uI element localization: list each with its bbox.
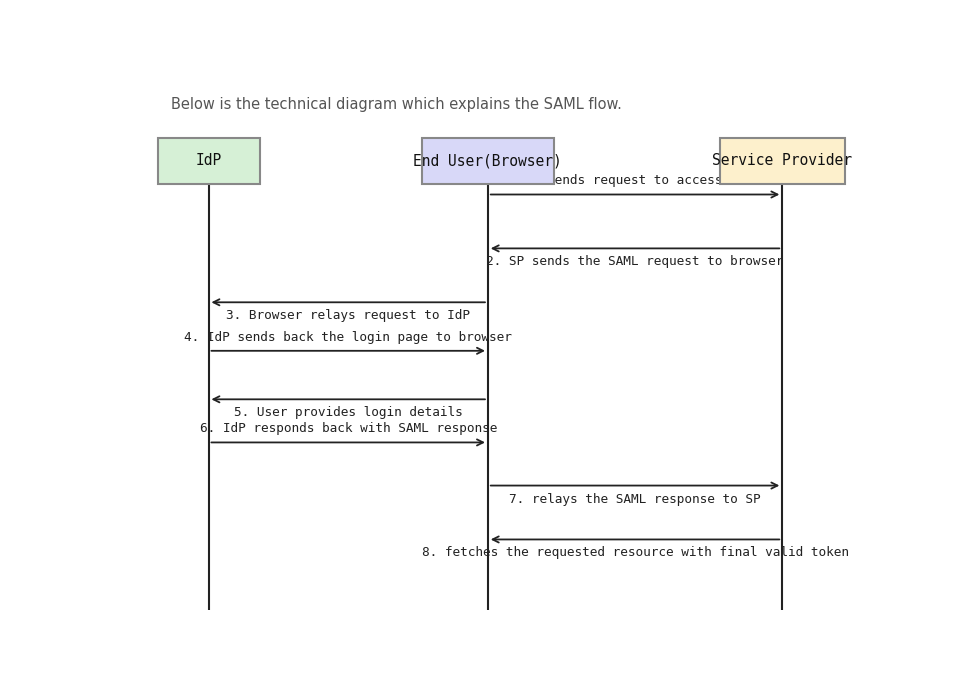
- Text: 3. Browser relays request to IdP: 3. Browser relays request to IdP: [226, 309, 470, 322]
- Text: 8. fetches the requested resource with final valid token: 8. fetches the requested resource with f…: [422, 547, 848, 559]
- FancyBboxPatch shape: [720, 138, 844, 183]
- Text: IdP: IdP: [196, 153, 222, 168]
- Text: 7. relays the SAML response to SP: 7. relays the SAML response to SP: [509, 493, 761, 505]
- Text: 1. User sends request to access service: 1. User sends request to access service: [486, 174, 784, 188]
- Text: Service Provider: Service Provider: [712, 153, 852, 168]
- Text: Below is the technical diagram which explains the SAML flow.: Below is the technical diagram which exp…: [170, 97, 621, 113]
- FancyBboxPatch shape: [158, 138, 259, 183]
- Text: 2. SP sends the SAML request to browser: 2. SP sends the SAML request to browser: [486, 256, 784, 268]
- FancyBboxPatch shape: [422, 138, 554, 183]
- Text: 5. User provides login details: 5. User provides login details: [234, 406, 463, 419]
- Text: 6. IdP responds back with SAML response: 6. IdP responds back with SAML response: [200, 422, 497, 435]
- Text: 4. IdP sends back the login page to browser: 4. IdP sends back the login page to brow…: [184, 331, 512, 344]
- Text: End User(Browser): End User(Browser): [414, 153, 562, 168]
